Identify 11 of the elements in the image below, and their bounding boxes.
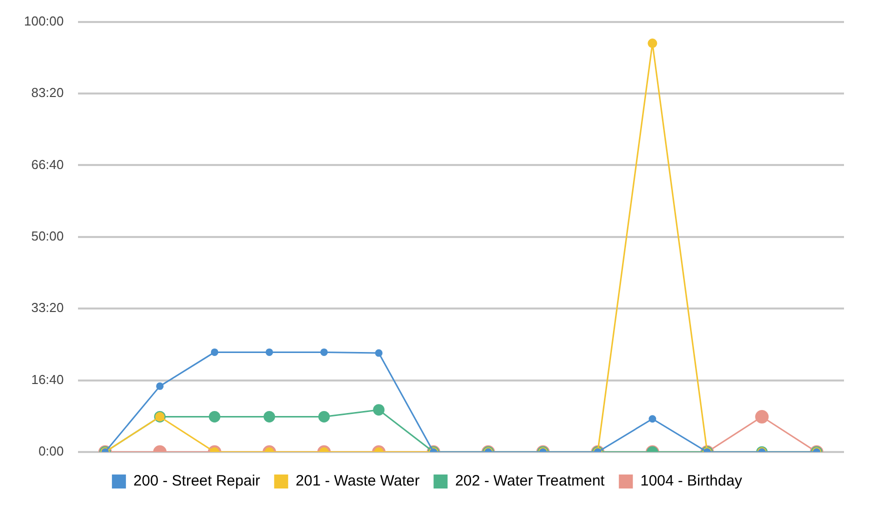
y-tick-label: 83:20 — [31, 85, 64, 100]
y-tick-label: 33:20 — [31, 300, 64, 316]
y-tick-label: 50:00 — [31, 228, 64, 244]
legend-label: 200 - Street Repair — [133, 472, 260, 490]
y-tick-label: 100:00 — [24, 13, 64, 28]
y-tick-label: 66:40 — [31, 156, 64, 172]
legend-label: 202 - Water Treatment — [455, 472, 606, 490]
y-tick-label: 16:40 — [31, 372, 64, 387]
legend-label: 201 - Waste Water — [296, 472, 420, 490]
legend-label: 1004 - Birthday — [640, 472, 743, 490]
y-tick-label: 0:00 — [38, 444, 64, 459]
